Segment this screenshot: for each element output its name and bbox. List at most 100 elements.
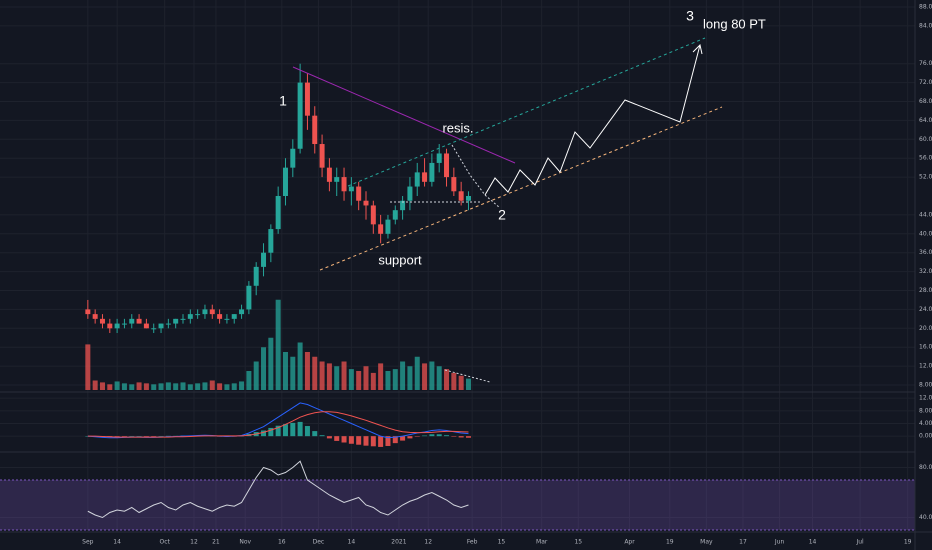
candle-body xyxy=(334,177,340,182)
candle-body xyxy=(92,314,98,319)
candle-body xyxy=(231,314,237,319)
volume-bar xyxy=(165,382,171,390)
candle-body xyxy=(209,309,215,315)
macd-histogram xyxy=(326,436,332,439)
macd-histogram xyxy=(458,436,464,438)
y-tick-label: 64.00 xyxy=(919,117,932,124)
macd-histogram xyxy=(341,436,347,443)
y-tick-label: 72.00 xyxy=(919,79,932,86)
x-tick-label: 21 xyxy=(212,539,220,546)
macd-histogram xyxy=(136,436,142,437)
x-tick-label: Nov xyxy=(239,539,251,546)
volume-bar xyxy=(187,384,193,390)
volume-bar xyxy=(275,299,281,390)
candle-body xyxy=(129,318,135,324)
y-tick-label: 80.00 xyxy=(919,464,932,471)
candle-body xyxy=(195,314,201,316)
x-tick-label: Feb xyxy=(467,539,478,546)
candle-body xyxy=(312,115,318,145)
volume-bar xyxy=(261,347,267,390)
volume-bar xyxy=(458,375,464,390)
annotation: 2 xyxy=(498,207,506,223)
macd-histogram xyxy=(370,436,376,447)
y-tick-label: 44.00 xyxy=(919,211,932,218)
candle-body xyxy=(158,323,164,329)
y-tick-label: 8.00 xyxy=(919,407,932,414)
y-tick-label: 4.00 xyxy=(919,420,932,427)
candle-body xyxy=(282,167,288,196)
volume-bar xyxy=(246,371,252,390)
macd-histogram xyxy=(114,436,120,437)
x-tick-label: 15 xyxy=(574,539,582,546)
y-tick-label: 24.00 xyxy=(919,306,932,313)
candle-body xyxy=(246,285,252,310)
candle-body xyxy=(326,167,332,182)
volume-bar xyxy=(414,356,420,390)
volume-bar xyxy=(341,361,347,390)
volume-bar xyxy=(85,344,91,390)
candle-body xyxy=(465,196,471,201)
macd-histogram xyxy=(407,436,413,439)
y-tick-label: 28.00 xyxy=(919,287,932,294)
candle-body xyxy=(217,314,223,319)
y-tick-label: 88.00 xyxy=(919,4,932,11)
signal-line xyxy=(87,411,469,438)
macd-histogram xyxy=(400,436,406,441)
x-tick-label: Jun xyxy=(774,539,785,546)
candle-body xyxy=(261,252,267,267)
y-tick-label: 40.00 xyxy=(919,514,932,521)
candle-body xyxy=(173,318,179,324)
y-tick-label: 40.00 xyxy=(919,230,932,237)
x-tick-label: 14 xyxy=(348,539,356,546)
volume-bar xyxy=(422,363,428,390)
y-tick-label: 12.00 xyxy=(919,363,932,370)
y-tick-label: 76.00 xyxy=(919,60,932,67)
macd-histogram xyxy=(334,436,340,441)
macd-histogram xyxy=(414,436,420,437)
volume-bar xyxy=(429,361,435,390)
volume-bar xyxy=(363,366,369,390)
x-tick-label: May xyxy=(700,539,713,546)
volume-bar xyxy=(224,384,230,390)
macd-histogram xyxy=(121,436,127,437)
candle-body xyxy=(224,318,230,320)
y-tick-label: 68.00 xyxy=(919,98,932,105)
candle-body xyxy=(239,309,245,315)
volume-bar xyxy=(151,384,157,390)
volume-bar xyxy=(290,356,296,390)
candle-body xyxy=(378,224,384,234)
volume-bar xyxy=(143,383,149,390)
volume-bar xyxy=(385,371,391,390)
volume-bar xyxy=(319,361,325,390)
macd-histogram xyxy=(151,436,157,437)
y-tick-label: 36.00 xyxy=(919,249,932,256)
volume-bar xyxy=(92,380,98,390)
macd-histogram xyxy=(378,436,384,447)
volume-bar xyxy=(107,384,113,390)
x-tick-label: 2021 xyxy=(391,539,406,546)
volume-bar xyxy=(407,366,413,390)
macd-histogram xyxy=(268,427,274,437)
volume-bar xyxy=(99,382,105,390)
x-tick-label: 12 xyxy=(424,539,432,546)
x-tick-label: Jul xyxy=(855,539,864,546)
macd-histogram xyxy=(348,436,354,444)
x-tick-label: 14 xyxy=(809,539,817,546)
candle-body xyxy=(363,200,369,206)
y-tick-label: 16.00 xyxy=(919,344,932,351)
macd-histogram xyxy=(282,424,288,437)
volume-bar xyxy=(239,381,245,390)
volume-bar xyxy=(180,382,186,390)
candle-body xyxy=(385,219,391,234)
macd-histogram xyxy=(429,434,435,437)
resistance-line xyxy=(292,66,516,164)
volume-bar xyxy=(129,384,135,390)
candle-body xyxy=(202,309,208,315)
volume-bar xyxy=(114,381,120,390)
candle-body xyxy=(99,318,105,324)
candle-body xyxy=(319,144,325,168)
x-tick-label: 14 xyxy=(113,539,121,546)
volume-bar xyxy=(451,372,457,390)
channel-top xyxy=(347,37,706,187)
